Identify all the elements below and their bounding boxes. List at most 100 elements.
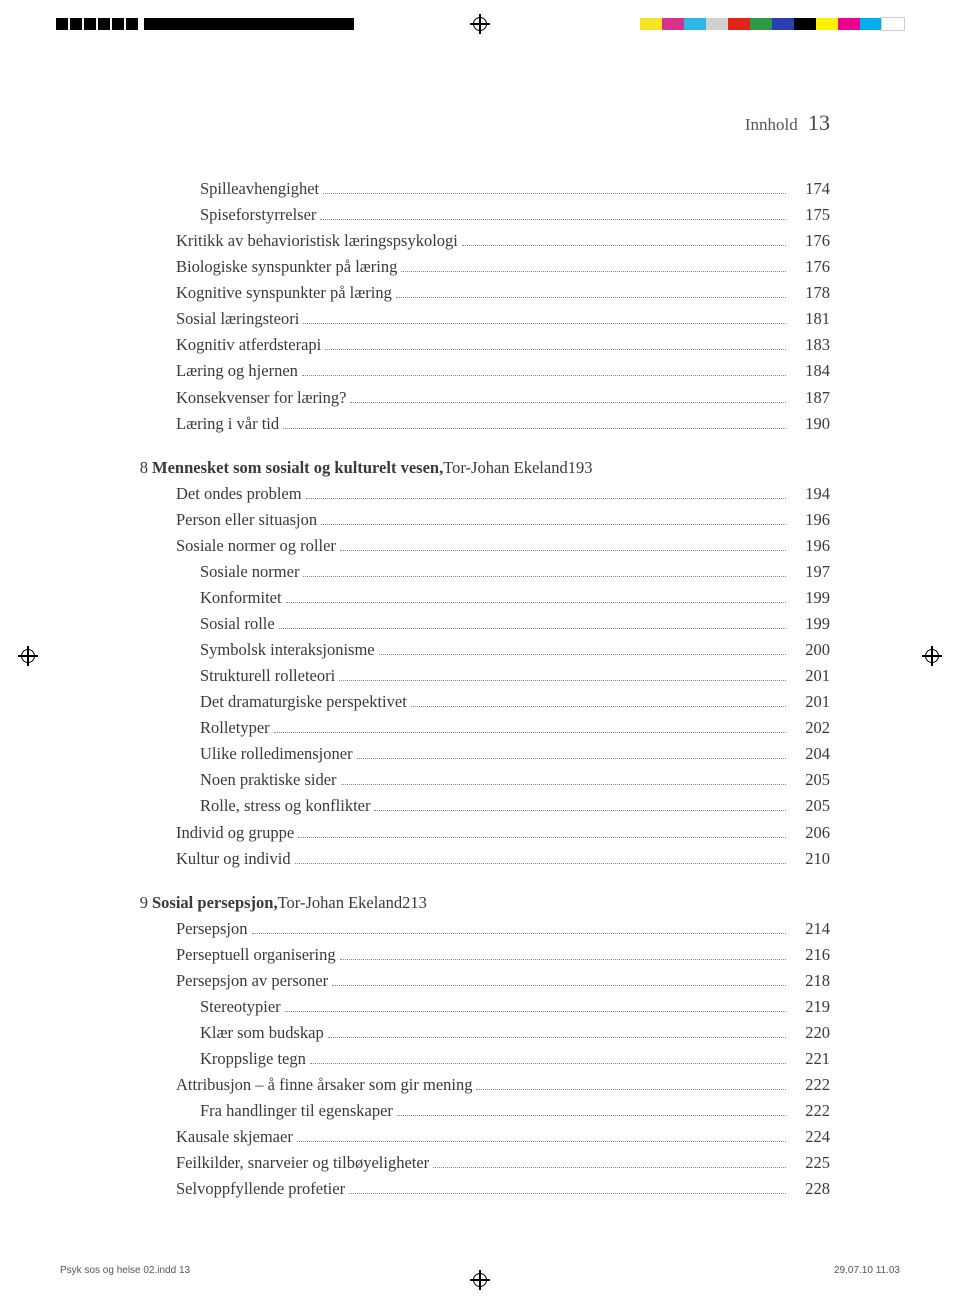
toc-chapter-row: 8Mennesket som sosialt og kulturelt vese… xyxy=(152,455,830,481)
toc-page-number: 194 xyxy=(790,481,830,507)
toc-page-number: 181 xyxy=(790,306,830,332)
toc-page-number: 222 xyxy=(790,1072,830,1098)
crosshair-icon xyxy=(470,14,490,34)
toc-entry-row: Kausale skjemaer224 xyxy=(152,1124,830,1150)
toc-entry-row: Kritikk av behavioristisk læringspsykolo… xyxy=(152,228,830,254)
running-head-label: Innhold xyxy=(745,115,798,134)
dot-leader xyxy=(411,706,786,707)
toc-entry-row: Feilkilder, snarveier og tilbøyeligheter… xyxy=(152,1150,830,1176)
toc-entry-label: Kritikk av behavioristisk læringspsykolo… xyxy=(176,228,458,254)
toc-entry-row: Det ondes problem 194 xyxy=(152,481,830,507)
dot-leader xyxy=(357,758,786,759)
toc-entry-row: Persepsjon214 xyxy=(152,916,830,942)
toc-entry-label: Persepsjon av personer xyxy=(176,968,328,994)
toc-entry-label: Feilkilder, snarveier og tilbøyeligheter xyxy=(176,1150,429,1176)
dot-leader xyxy=(374,810,786,811)
toc-entry-row: Spilleavhengighet174 xyxy=(152,176,830,202)
dot-leader xyxy=(325,349,786,350)
toc-entry-label: Sosiale normer xyxy=(200,559,299,585)
chapter-title: Mennesket som sosialt og kulturelt vesen… xyxy=(152,455,443,481)
toc-entry-label: Attribusjon – å finne årsaker som gir me… xyxy=(176,1072,472,1098)
toc-page-number: 218 xyxy=(790,968,830,994)
running-head: Innhold 13 xyxy=(130,110,830,136)
dot-leader xyxy=(320,219,786,220)
dot-leader xyxy=(295,863,786,864)
color-bar xyxy=(640,18,904,30)
dot-leader xyxy=(339,680,786,681)
running-head-page: 13 xyxy=(808,110,830,135)
toc-entry-label: Noen praktiske sider xyxy=(200,767,337,793)
toc-entry-row: Sosial læringsteori181 xyxy=(152,306,830,332)
toc-page-number: 174 xyxy=(790,176,830,202)
toc-entry-row: Sosiale normer 197 xyxy=(152,559,830,585)
chapter-author: Tor-Johan Ekeland xyxy=(443,455,568,481)
toc-page-number: 228 xyxy=(790,1176,830,1202)
toc-entry-row: Persepsjon av personer 218 xyxy=(152,968,830,994)
dot-leader xyxy=(396,297,786,298)
dot-leader xyxy=(302,375,786,376)
dot-leader xyxy=(306,498,786,499)
toc-entry-row: Klær som budskap220 xyxy=(152,1020,830,1046)
toc-entry-label: Symbolsk interaksjonisme xyxy=(200,637,375,663)
toc-entry-label: Biologiske synspunkter på læring xyxy=(176,254,397,280)
toc-page-number: 205 xyxy=(790,767,830,793)
toc-page-number: 213 xyxy=(402,890,427,916)
table-of-contents: Spilleavhengighet174Spiseforstyrrelser17… xyxy=(130,176,830,1202)
chapter-author: Tor-Johan Ekeland xyxy=(278,890,403,916)
dot-leader xyxy=(332,985,786,986)
toc-page-number: 225 xyxy=(790,1150,830,1176)
toc-chapter-row: 9Sosial persepsjon, Tor-Johan Ekeland213 xyxy=(152,890,830,916)
dot-leader xyxy=(401,271,786,272)
dot-leader xyxy=(328,1037,786,1038)
toc-entry-label: Person eller situasjon xyxy=(176,507,317,533)
toc-entry-label: Konformitet xyxy=(200,585,282,611)
toc-entry-label: Det ondes problem xyxy=(176,481,302,507)
toc-entry-label: Konsekvenser for læring? xyxy=(176,385,346,411)
toc-page-number: 184 xyxy=(790,358,830,384)
toc-entry-row: Kognitiv atferdsterapi183 xyxy=(152,332,830,358)
toc-entry-label: Stereotypier xyxy=(200,994,281,1020)
toc-entry-label: Læring i vår tid xyxy=(176,411,279,437)
toc-entry-label: Kultur og individ xyxy=(176,846,291,872)
toc-entry-label: Det dramaturgiske perspektivet xyxy=(200,689,407,715)
reg-squares-left xyxy=(56,18,354,30)
dot-leader xyxy=(297,1141,786,1142)
toc-entry-label: Læring og hjernen xyxy=(176,358,298,384)
toc-entry-label: Rolletyper xyxy=(200,715,270,741)
dot-leader xyxy=(341,784,786,785)
toc-entry-row: Stereotypier219 xyxy=(152,994,830,1020)
toc-page-number: 199 xyxy=(790,611,830,637)
toc-entry-label: Persepsjon xyxy=(176,916,248,942)
chapter-title: Sosial persepsjon, xyxy=(152,890,278,916)
toc-entry-row: Det dramaturgiske perspektivet 201 xyxy=(152,689,830,715)
toc-entry-row: Person eller situasjon 196 xyxy=(152,507,830,533)
toc-entry-label: Strukturell rolleteori xyxy=(200,663,335,689)
dot-leader xyxy=(397,1115,786,1116)
crosshair-icon xyxy=(922,646,942,666)
toc-entry-label: Ulike rolledimensjoner xyxy=(200,741,353,767)
toc-entry-row: Individ og gruppe206 xyxy=(152,820,830,846)
toc-page-number: 201 xyxy=(790,663,830,689)
toc-entry-row: Sosial rolle199 xyxy=(152,611,830,637)
toc-entry-row: Rolletyper202 xyxy=(152,715,830,741)
toc-entry-row: Kognitive synspunkter på læring178 xyxy=(152,280,830,306)
crosshair-icon xyxy=(18,646,38,666)
toc-page-number: 196 xyxy=(790,507,830,533)
toc-entry-row: Attribusjon – å finne årsaker som gir me… xyxy=(152,1072,830,1098)
dot-leader xyxy=(310,1063,786,1064)
dot-leader xyxy=(379,654,786,655)
toc-page-number: 183 xyxy=(790,332,830,358)
toc-page-number: 197 xyxy=(790,559,830,585)
dot-leader xyxy=(349,1193,786,1194)
dot-leader xyxy=(283,428,786,429)
toc-entry-row: Spiseforstyrrelser175 xyxy=(152,202,830,228)
toc-page-number: 200 xyxy=(790,637,830,663)
toc-entry-row: Strukturell rolleteori 201 xyxy=(152,663,830,689)
toc-page-number: 196 xyxy=(790,533,830,559)
toc-entry-row: Kultur og individ210 xyxy=(152,846,830,872)
toc-page-number: 201 xyxy=(790,689,830,715)
toc-entry-label: Kroppslige tegn xyxy=(200,1046,306,1072)
dot-leader xyxy=(340,959,786,960)
toc-entry-row: Fra handlinger til egenskaper222 xyxy=(152,1098,830,1124)
dot-leader xyxy=(350,402,786,403)
